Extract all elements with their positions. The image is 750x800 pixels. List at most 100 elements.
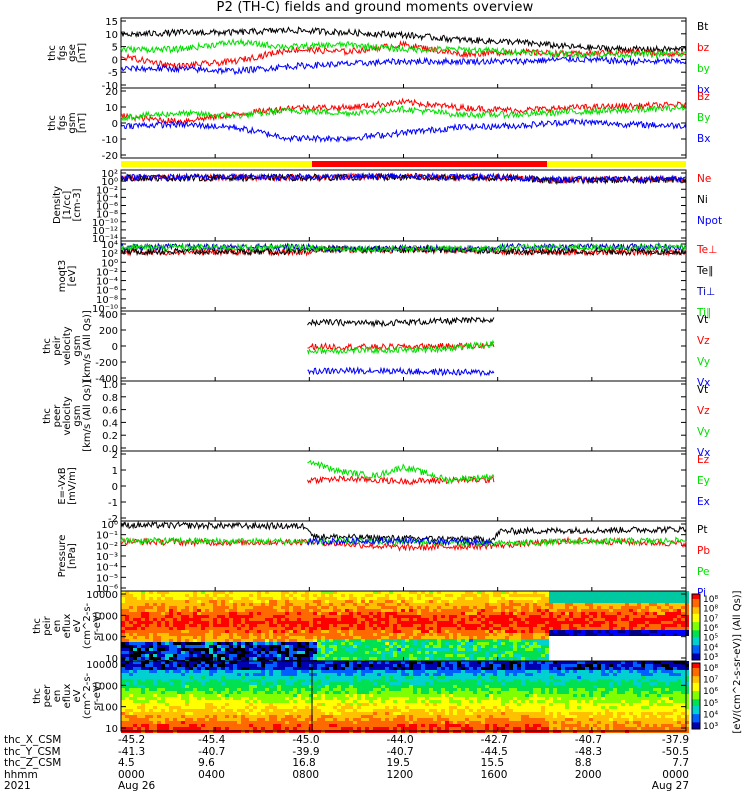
- spectrogram-cell: [481, 624, 485, 627]
- spectrogram-cell: [193, 727, 197, 730]
- spectrogram-cell: [257, 615, 261, 618]
- spectrogram-cell: [137, 654, 141, 657]
- spectrogram-cell: [369, 697, 373, 700]
- spectrogram-cell: [385, 706, 389, 709]
- spectrogram-cell: [609, 600, 613, 603]
- spectrogram-cell: [309, 721, 313, 724]
- spectrogram-cell: [369, 691, 373, 694]
- spectrogram-cell: [257, 679, 261, 682]
- spectrogram-cell: [317, 624, 321, 627]
- spectrogram-cell: [249, 703, 253, 706]
- spectrogram-cell: [309, 724, 313, 727]
- spectrogram-cell: [201, 697, 205, 700]
- spectrogram-cell: [665, 597, 669, 600]
- spectrogram-cell: [361, 648, 365, 651]
- spectrogram-cell: [381, 594, 385, 597]
- spectrogram-cell: [233, 664, 237, 667]
- spectrogram-cell: [465, 606, 469, 609]
- spectrogram-cell: [557, 591, 561, 594]
- spectrogram-cell: [285, 676, 289, 679]
- spectrogram-cell: [373, 612, 377, 615]
- spectrogram-cell: [401, 724, 405, 727]
- spectrogram-cell: [253, 727, 257, 730]
- spectrogram-cell: [241, 651, 245, 654]
- spectrogram-cell: [257, 621, 261, 624]
- spectrogram-cell: [293, 721, 297, 724]
- spectrogram-cell: [569, 615, 573, 618]
- spectrogram-cell: [545, 618, 549, 621]
- spectrogram-cell: [329, 685, 333, 688]
- spectrogram-cell: [409, 642, 413, 645]
- spectrogram-cell: [449, 612, 453, 615]
- spectrogram-cell: [417, 639, 421, 642]
- spectrogram-cell: [309, 670, 313, 673]
- spectrogram-cell: [217, 597, 221, 600]
- spectrogram-cell: [213, 715, 217, 718]
- spectrogram-cell: [617, 600, 621, 603]
- spectrogram-cell: [129, 591, 133, 594]
- spectrogram-cell: [661, 606, 665, 609]
- spectrogram-cell: [449, 639, 453, 642]
- spectrogram-cell: [253, 691, 257, 694]
- spectrogram-cell: [189, 709, 193, 712]
- spectrogram-cell: [329, 727, 333, 730]
- spectrogram-cell: [137, 688, 141, 691]
- spectrogram-cell: [277, 621, 281, 624]
- spectrogram-cell: [345, 703, 349, 706]
- spectrogram-cell: [297, 651, 301, 654]
- spectrogram-cell: [593, 624, 597, 627]
- spectrogram-cell: [129, 648, 133, 651]
- spectrogram-cell: [549, 600, 553, 603]
- spectrogram-cell: [133, 609, 137, 612]
- spectrogram-cell: [169, 597, 173, 600]
- spectrogram-cell: [221, 706, 225, 709]
- spectrogram-cell: [493, 618, 497, 621]
- spectrogram-cell: [237, 630, 241, 633]
- spectrogram-cell: [373, 721, 377, 724]
- spectrogram-cell: [253, 606, 257, 609]
- spectrogram-cell: [217, 600, 221, 603]
- spectrogram-cell: [121, 618, 125, 621]
- spectrogram-cell: [149, 661, 153, 664]
- spectrogram-cell: [141, 627, 145, 630]
- spectrogram-cell: [293, 591, 297, 594]
- spectrogram-cell: [377, 657, 381, 660]
- spectrogram-cell: [145, 697, 149, 700]
- spectrogram-cell: [393, 639, 397, 642]
- spectrogram-cell: [317, 636, 321, 639]
- spectrogram-cell: [193, 709, 197, 712]
- spectrogram-cell: [401, 636, 405, 639]
- spectrogram-cell: [413, 667, 417, 670]
- spectrogram-cell: [393, 709, 397, 712]
- spectrogram-cell: [685, 609, 689, 612]
- spectrogram-cell: [213, 697, 217, 700]
- spectrogram-cell: [437, 654, 441, 657]
- spectrogram-cell: [313, 724, 317, 727]
- spectrogram-cell: [293, 694, 297, 697]
- spectrogram-cell: [525, 651, 529, 654]
- spectrogram-cell: [385, 670, 389, 673]
- spectrogram-cell: [169, 633, 173, 636]
- spectrogram-cell: [429, 667, 433, 670]
- spectrogram-cell: [389, 703, 393, 706]
- spectrogram-cell: [197, 697, 201, 700]
- spectrogram-cell: [213, 706, 217, 709]
- spectrogram-cell: [221, 603, 225, 606]
- spectrogram-cell: [237, 606, 241, 609]
- spectrogram-cell: [521, 597, 525, 600]
- spectrogram-cell: [217, 679, 221, 682]
- spectrogram-cell: [145, 633, 149, 636]
- spectrogram-cell: [301, 661, 305, 664]
- spectrogram-cell: [265, 682, 269, 685]
- spectrogram-cell: [285, 712, 289, 715]
- spectrogram-cell: [233, 591, 237, 594]
- spectrogram-cell: [249, 615, 253, 618]
- spectrogram-cell: [393, 694, 397, 697]
- spectrogram-cell: [193, 624, 197, 627]
- spectrogram-cell: [249, 688, 253, 691]
- spectrogram-cell: [429, 727, 433, 730]
- spectrogram-cell: [445, 594, 449, 597]
- spectrogram-cell: [321, 667, 325, 670]
- spectrogram-cell: [301, 700, 305, 703]
- spectrogram-cell: [329, 639, 333, 642]
